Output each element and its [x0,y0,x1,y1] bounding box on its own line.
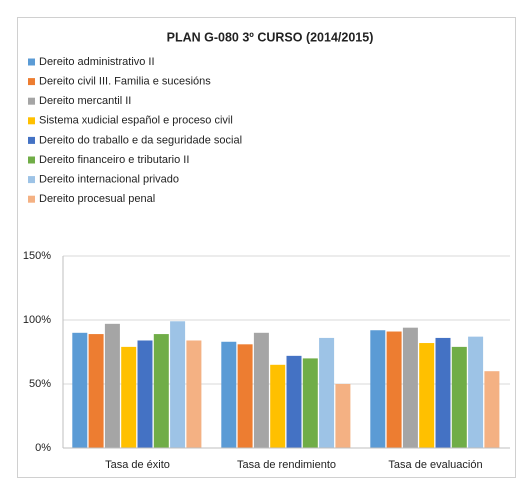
bar [186,340,202,448]
legend-swatch [28,136,35,144]
legend-label: Dereito do traballo e da seguridade soci… [39,134,242,146]
bar [435,337,451,448]
bar [419,343,435,448]
x-tick-label: Tasa de evaluación [388,459,482,471]
legend-label: Sistema xudicial español e proceso civil [39,115,233,127]
bar [386,331,402,448]
bar [468,336,484,448]
bar [402,327,418,448]
legend-label: Dereito internacional privado [39,174,179,186]
y-tick-label: 50% [29,378,51,390]
bar [370,330,386,448]
legend-label: Dereito civil III. Familia e sucesións [39,76,211,88]
legend-swatch [28,58,35,66]
bar [121,346,137,448]
bar [88,334,104,448]
legend-swatch [28,78,35,86]
bar [237,344,253,448]
bar [484,371,500,448]
bar [319,337,335,448]
legend-swatch [28,156,35,164]
legend-label: Dereito mercantil II [39,95,131,107]
legend-swatch [28,117,35,125]
bar [302,358,318,448]
bar [137,340,153,448]
bar [170,321,186,448]
y-tick-label: 0% [35,442,51,454]
legend-label: Dereito procesual penal [39,193,155,205]
legend-label: Dereito administrativo II [39,56,155,68]
bar [104,323,120,448]
legend-label: Dereito financeiro e tributario II [39,154,189,166]
x-tick-label: Tasa de rendimiento [237,459,336,471]
y-tick-label: 150% [23,250,51,262]
bar [253,332,269,448]
bar [72,332,88,448]
legend-swatch [28,195,35,203]
bar [335,384,351,448]
bar [221,341,237,448]
bar [451,346,467,448]
legend-swatch [28,97,35,105]
bar [286,355,302,448]
bar [270,364,286,448]
y-tick-label: 100% [23,314,51,326]
chart-title: PLAN G-080 3º CURSO (2014/2015) [167,30,374,44]
x-tick-label: Tasa de éxito [105,459,170,471]
legend-swatch [28,176,35,184]
bar [153,334,169,448]
